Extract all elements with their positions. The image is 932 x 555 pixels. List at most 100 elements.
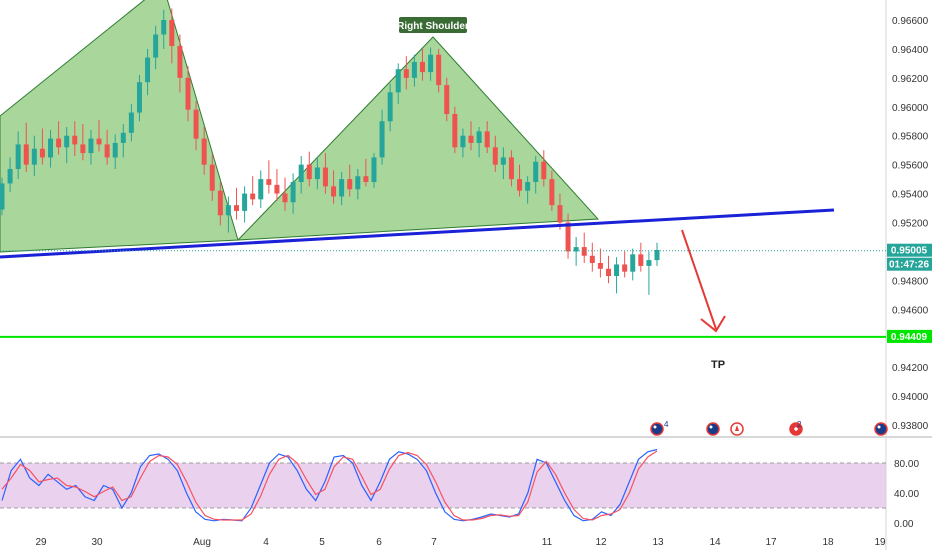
candle-body xyxy=(242,193,248,211)
candle-body xyxy=(614,264,620,277)
price-tick-label: 0.95200 xyxy=(892,219,929,230)
candle-body xyxy=(64,135,70,148)
event-badge-count: 2 xyxy=(797,420,802,429)
candle-body xyxy=(339,179,345,197)
candle-body xyxy=(452,114,458,148)
candle-body xyxy=(201,138,207,165)
candle-body xyxy=(565,222,571,252)
time-tick-label: 18 xyxy=(822,537,834,548)
candle-body xyxy=(104,144,110,158)
candle-body xyxy=(436,54,442,86)
neckline-trendline[interactable] xyxy=(0,208,835,259)
candle-body xyxy=(153,34,159,58)
candle-body xyxy=(444,85,450,115)
candle-body xyxy=(460,135,466,148)
candle-body xyxy=(290,182,296,203)
stochastic-axis[interactable]: 80.00 40.00 0.00 xyxy=(894,459,919,530)
candle-body xyxy=(31,148,37,165)
candle-body xyxy=(282,193,288,203)
candle-body xyxy=(80,144,86,154)
right-shoulder-label: Right Shoulder xyxy=(397,21,469,32)
candle-body xyxy=(96,138,102,145)
candle-body xyxy=(161,20,167,35)
price-axis[interactable]: 0.96600 0.96400 0.96200 0.96000 0.95800 0.956… xyxy=(892,16,929,432)
candle-body xyxy=(605,268,611,277)
candle-body xyxy=(15,144,21,169)
candle-body xyxy=(428,54,434,73)
candle-body xyxy=(557,205,563,223)
candle-body xyxy=(476,131,482,143)
candle-body xyxy=(654,249,660,261)
candle-body xyxy=(638,254,644,266)
candle-body xyxy=(177,46,183,78)
price-tick-label: 0.95800 xyxy=(892,132,929,143)
tp-price-value: 0.94409 xyxy=(891,332,928,343)
flag-swiss-icon[interactable] xyxy=(789,422,803,436)
candle-body xyxy=(525,182,531,191)
candle-body xyxy=(217,190,223,216)
target-arrow[interactable] xyxy=(681,229,717,330)
candle-body xyxy=(234,205,240,211)
candle-body xyxy=(492,147,498,165)
time-tick-label: 13 xyxy=(652,537,664,548)
price-tick-label: 0.94200 xyxy=(892,363,929,374)
stochastic-d-line xyxy=(1,450,658,521)
countdown-tag: 01:47:26 xyxy=(887,257,932,271)
candle-body xyxy=(128,112,134,133)
candle-body xyxy=(136,82,142,113)
price-tick-label: 0.96000 xyxy=(892,103,929,114)
left-shoulder-head-pattern[interactable] xyxy=(0,0,239,253)
flag-au-icon[interactable] xyxy=(706,422,720,436)
time-tick-label: 14 xyxy=(709,537,721,548)
candle-body xyxy=(395,69,401,93)
current-price-value: 0.95005 xyxy=(891,246,928,257)
right-shoulder-label-box[interactable]: Right Shoulder xyxy=(397,17,469,33)
candle-body xyxy=(306,164,312,180)
right-shoulder-pattern[interactable] xyxy=(236,36,600,241)
countdown-value: 01:47:26 xyxy=(889,260,929,271)
economic-events[interactable]: 4 2 xyxy=(650,420,888,436)
stochastic-k-line xyxy=(1,448,658,522)
current-price-tag: 0.95005 xyxy=(887,243,932,257)
candle-body xyxy=(39,148,45,158)
candle-body xyxy=(500,157,506,165)
candle-body xyxy=(573,247,579,252)
tp-price-tag: 0.94409 xyxy=(887,329,932,343)
candle-body xyxy=(355,176,361,190)
time-tick-label: 19 xyxy=(874,537,886,548)
candle-body xyxy=(48,138,54,158)
candle-body xyxy=(258,179,264,200)
candle-body xyxy=(112,142,118,158)
time-tick-label: 17 xyxy=(765,537,777,548)
price-tick-label: 0.94000 xyxy=(892,392,929,403)
candle-body xyxy=(347,179,353,190)
candle-body xyxy=(88,138,94,154)
candle-body xyxy=(622,264,628,272)
candle-body xyxy=(379,121,385,158)
candle-body xyxy=(322,167,328,187)
candle-body xyxy=(517,179,523,191)
candle-body xyxy=(193,109,199,139)
candle-body xyxy=(23,144,29,165)
candle-body xyxy=(403,69,409,78)
time-axis[interactable]: 29 30 Aug 4 5 6 7 11 12 13 14 17 18 19 xyxy=(35,537,886,548)
time-tick-label: 30 xyxy=(91,537,103,548)
price-tick-label: 0.94800 xyxy=(892,276,929,287)
candle-body xyxy=(581,247,587,256)
flag-ca-icon[interactable] xyxy=(730,422,744,436)
candle-body xyxy=(314,167,320,180)
candle-body xyxy=(274,184,280,194)
candle-body xyxy=(363,176,369,182)
candle-body xyxy=(371,157,377,182)
time-tick-label: 6 xyxy=(376,537,382,548)
price-tick-label: 0.96400 xyxy=(892,45,929,56)
price-tick-label: 0.96600 xyxy=(892,16,929,27)
flag-au-icon[interactable] xyxy=(874,422,888,436)
candlestick-series xyxy=(0,8,660,295)
price-tick-label: 0.96200 xyxy=(892,74,929,85)
candle-body xyxy=(250,193,256,200)
flag-au-icon[interactable] xyxy=(650,422,664,436)
candle-body xyxy=(646,260,652,266)
